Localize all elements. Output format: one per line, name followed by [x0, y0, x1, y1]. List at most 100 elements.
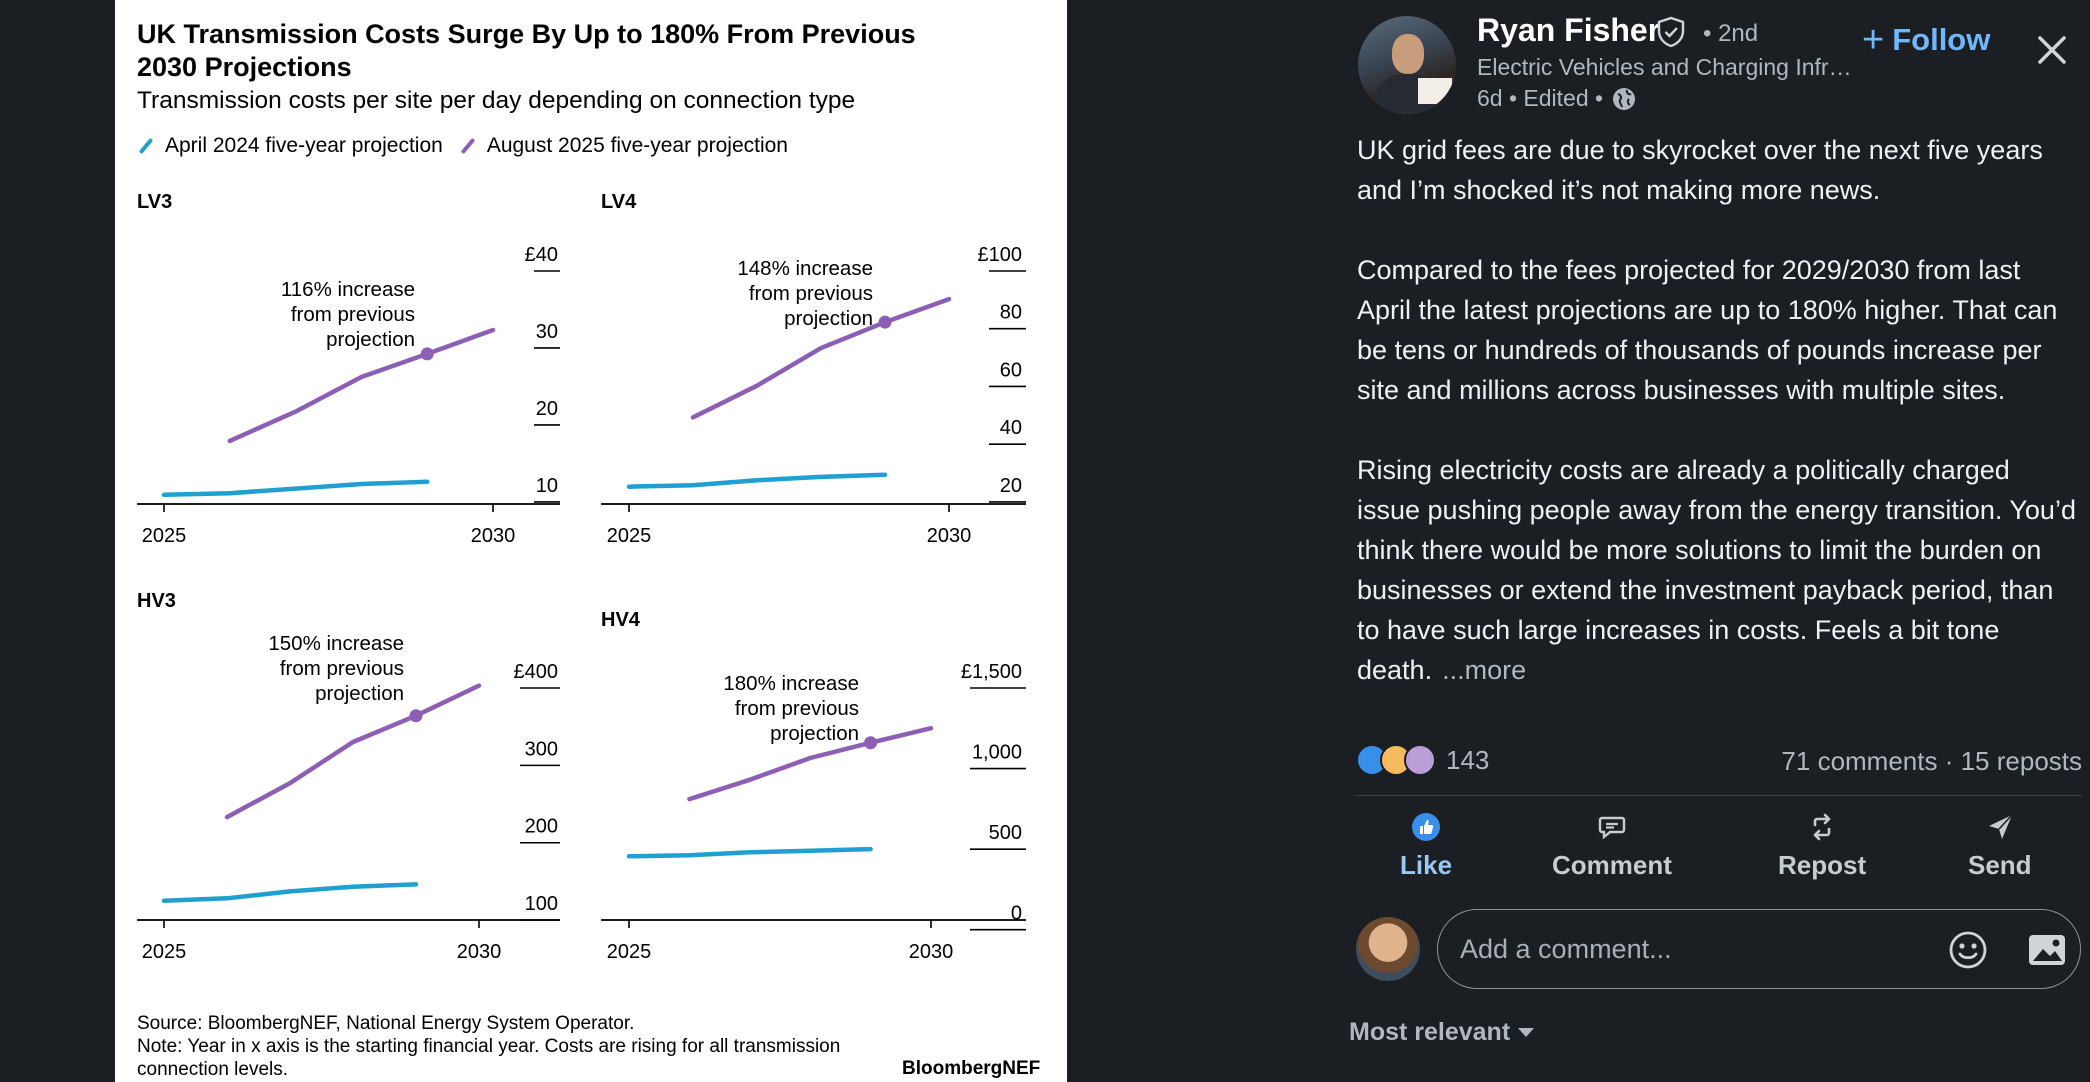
post-body: UK grid fees are due to skyrocket over t…	[1357, 130, 2077, 690]
y-tick-label-lv3-3: 10	[536, 475, 558, 497]
love-reaction-icon	[1404, 744, 1436, 776]
y-tick-label-hv3-1: 300	[525, 738, 558, 760]
y-tick-label-lv4-0: £100	[978, 244, 1023, 266]
like-button[interactable]: Like	[1400, 812, 1452, 881]
y-tick-label-lv3-2: 20	[536, 398, 558, 420]
post-body-text: UK grid fees are due to skyrocket over t…	[1357, 135, 2076, 685]
comment-label: Comment	[1552, 850, 1672, 880]
x-tick-label-lv4-1: 2030	[927, 525, 972, 547]
chart-legend: April 2024 five-year projection August 2…	[137, 134, 804, 158]
panel-title-lv3: LV3	[137, 191, 172, 213]
y-tick-label-lv4-4: 20	[1000, 475, 1022, 497]
follow-button[interactable]: + Follow	[1862, 19, 1990, 61]
series-marker-hv4	[864, 736, 878, 750]
annotation-lv4-line-2: projection	[784, 307, 873, 330]
legend-item-august: August 2025 five-year projection	[459, 134, 788, 158]
verified-shield-icon	[1657, 16, 1685, 48]
bnef-logo: BloombergNEF	[902, 1058, 1041, 1079]
annotation-hv4-line-2: projection	[770, 722, 859, 745]
x-tick-label-lv4-0: 2025	[607, 525, 652, 547]
y-tick-label-hv4-1: 1,000	[972, 742, 1022, 764]
annotation-lv4-line-1: from previous	[749, 282, 873, 305]
post-meta: 6d • Edited •	[1477, 85, 1637, 112]
annotation-hv4-line-0: 180% increase	[723, 672, 859, 695]
like-label: Like	[1400, 850, 1453, 880]
series-line-lv4-august-2025	[690, 296, 952, 420]
series-marker-lv3	[420, 347, 434, 361]
thumbs-up-icon	[1412, 813, 1441, 841]
sort-comments-dropdown[interactable]: Most relevant	[1349, 1018, 1535, 1047]
close-icon[interactable]	[2032, 30, 2072, 70]
annotation-hv3-line-0: 150% increase	[268, 632, 404, 655]
panel-title-hv3: HV3	[137, 590, 176, 612]
x-tick-label-hv3-1: 2030	[457, 941, 502, 963]
panel-title-hv4: HV4	[601, 609, 641, 631]
series-line-hv4-august-2025	[687, 725, 934, 802]
legend-label-august: August 2025 five-year projection	[486, 134, 788, 157]
x-tick-label-hv4-0: 2025	[607, 941, 652, 963]
panel-title-lv4: LV4	[601, 191, 637, 213]
y-tick-label-hv4-2: 500	[989, 822, 1022, 844]
send-label: Send	[1968, 850, 2032, 880]
series-line-lv3-august-2025	[227, 327, 496, 444]
series-line-hv3-august-2025	[224, 683, 482, 820]
y-tick-label-hv4-3: 0	[1011, 903, 1022, 925]
connection-degree: • 2nd	[1703, 20, 1759, 47]
post-time: 6d • Edited •	[1477, 85, 1604, 111]
y-tick-label-hv3-3: 100	[525, 893, 558, 915]
sort-label: Most relevant	[1349, 1018, 1511, 1046]
current-user-avatar[interactable]	[1356, 917, 1420, 981]
divider	[1356, 795, 2082, 796]
avatar-sign	[1418, 78, 1452, 104]
send-icon	[1988, 814, 2013, 839]
y-tick-label-lv4-2: 60	[1000, 359, 1022, 381]
y-tick-label-lv4-1: 80	[1000, 302, 1022, 324]
annotation-lv3-line-2: projection	[326, 328, 415, 351]
caret-down-icon	[1518, 1028, 1535, 1037]
repost-icon	[1813, 813, 1831, 841]
annotation-lv4-line-0: 148% increase	[737, 257, 873, 280]
annotation-hv4-line-1: from previous	[735, 697, 859, 720]
y-tick-label-lv4-3: 40	[1000, 417, 1022, 439]
author-name[interactable]: Ryan Fisher	[1477, 12, 1661, 48]
comments-reposts-count[interactable]: 71 comments · 15 reposts	[1781, 746, 2082, 776]
author-avatar[interactable]	[1358, 16, 1456, 114]
series-marker-hv3	[409, 709, 423, 723]
x-tick-label-lv3-0: 2025	[142, 525, 187, 547]
reaction-count: 143	[1446, 744, 1490, 775]
image-icon[interactable]	[2026, 930, 2068, 970]
y-tick-label-lv3-1: 30	[536, 321, 558, 343]
author-headline: Electric Vehicles and Charging Infrastru…	[1477, 54, 1857, 80]
repost-button[interactable]: Repost	[1778, 812, 1866, 881]
y-tick-label-lv3-0: £40	[525, 244, 558, 266]
annotation-lv3-line-1: from previous	[291, 303, 415, 326]
see-more-link[interactable]: ...more	[1442, 655, 1527, 685]
comment-button[interactable]: Comment	[1552, 812, 1672, 881]
source-text: Source: BloombergNEF, National Energy Sy…	[137, 1013, 635, 1034]
series-line-hv3-april-2024	[161, 882, 419, 903]
chart-title: UK Transmission Costs Surge By Up to 180…	[137, 19, 916, 82]
y-tick-label-hv3-0: £400	[514, 661, 559, 683]
source-note: Source: BloombergNEF, National Energy Sy…	[137, 1012, 857, 1081]
y-tick-label-hv3-2: 200	[525, 816, 558, 838]
comment-icon	[1598, 816, 1626, 840]
avatar-face	[1392, 34, 1424, 74]
repost-label: Repost	[1778, 850, 1867, 880]
y-tick-label-hv4-0: £1,500	[961, 661, 1022, 683]
reactions-summary[interactable]: 143	[1356, 744, 1489, 776]
note-text: Note: Year in x axis is the starting fin…	[137, 1036, 841, 1080]
comment-input[interactable]: Add a comment...	[1437, 909, 2081, 989]
post-panel: Ryan Fisher • 2nd Electric Vehicles and …	[1340, 0, 2090, 1082]
globe-icon	[1613, 87, 1636, 110]
emoji-icon[interactable]	[1948, 930, 1988, 970]
series-line-lv3-april-2024	[161, 479, 430, 498]
series-line-lv4-april-2024	[626, 472, 888, 489]
x-tick-label-hv3-0: 2025	[142, 941, 187, 963]
plus-icon: +	[1862, 19, 1885, 61]
legend-label-april: April 2024 five-year projection	[165, 134, 443, 157]
annotation-hv3-line-1: from previous	[280, 657, 404, 680]
send-button[interactable]: Send	[1968, 812, 2032, 881]
annotation-hv3-line-2: projection	[315, 682, 404, 705]
annotation-lv3-line-0: 116% increase	[281, 278, 415, 301]
